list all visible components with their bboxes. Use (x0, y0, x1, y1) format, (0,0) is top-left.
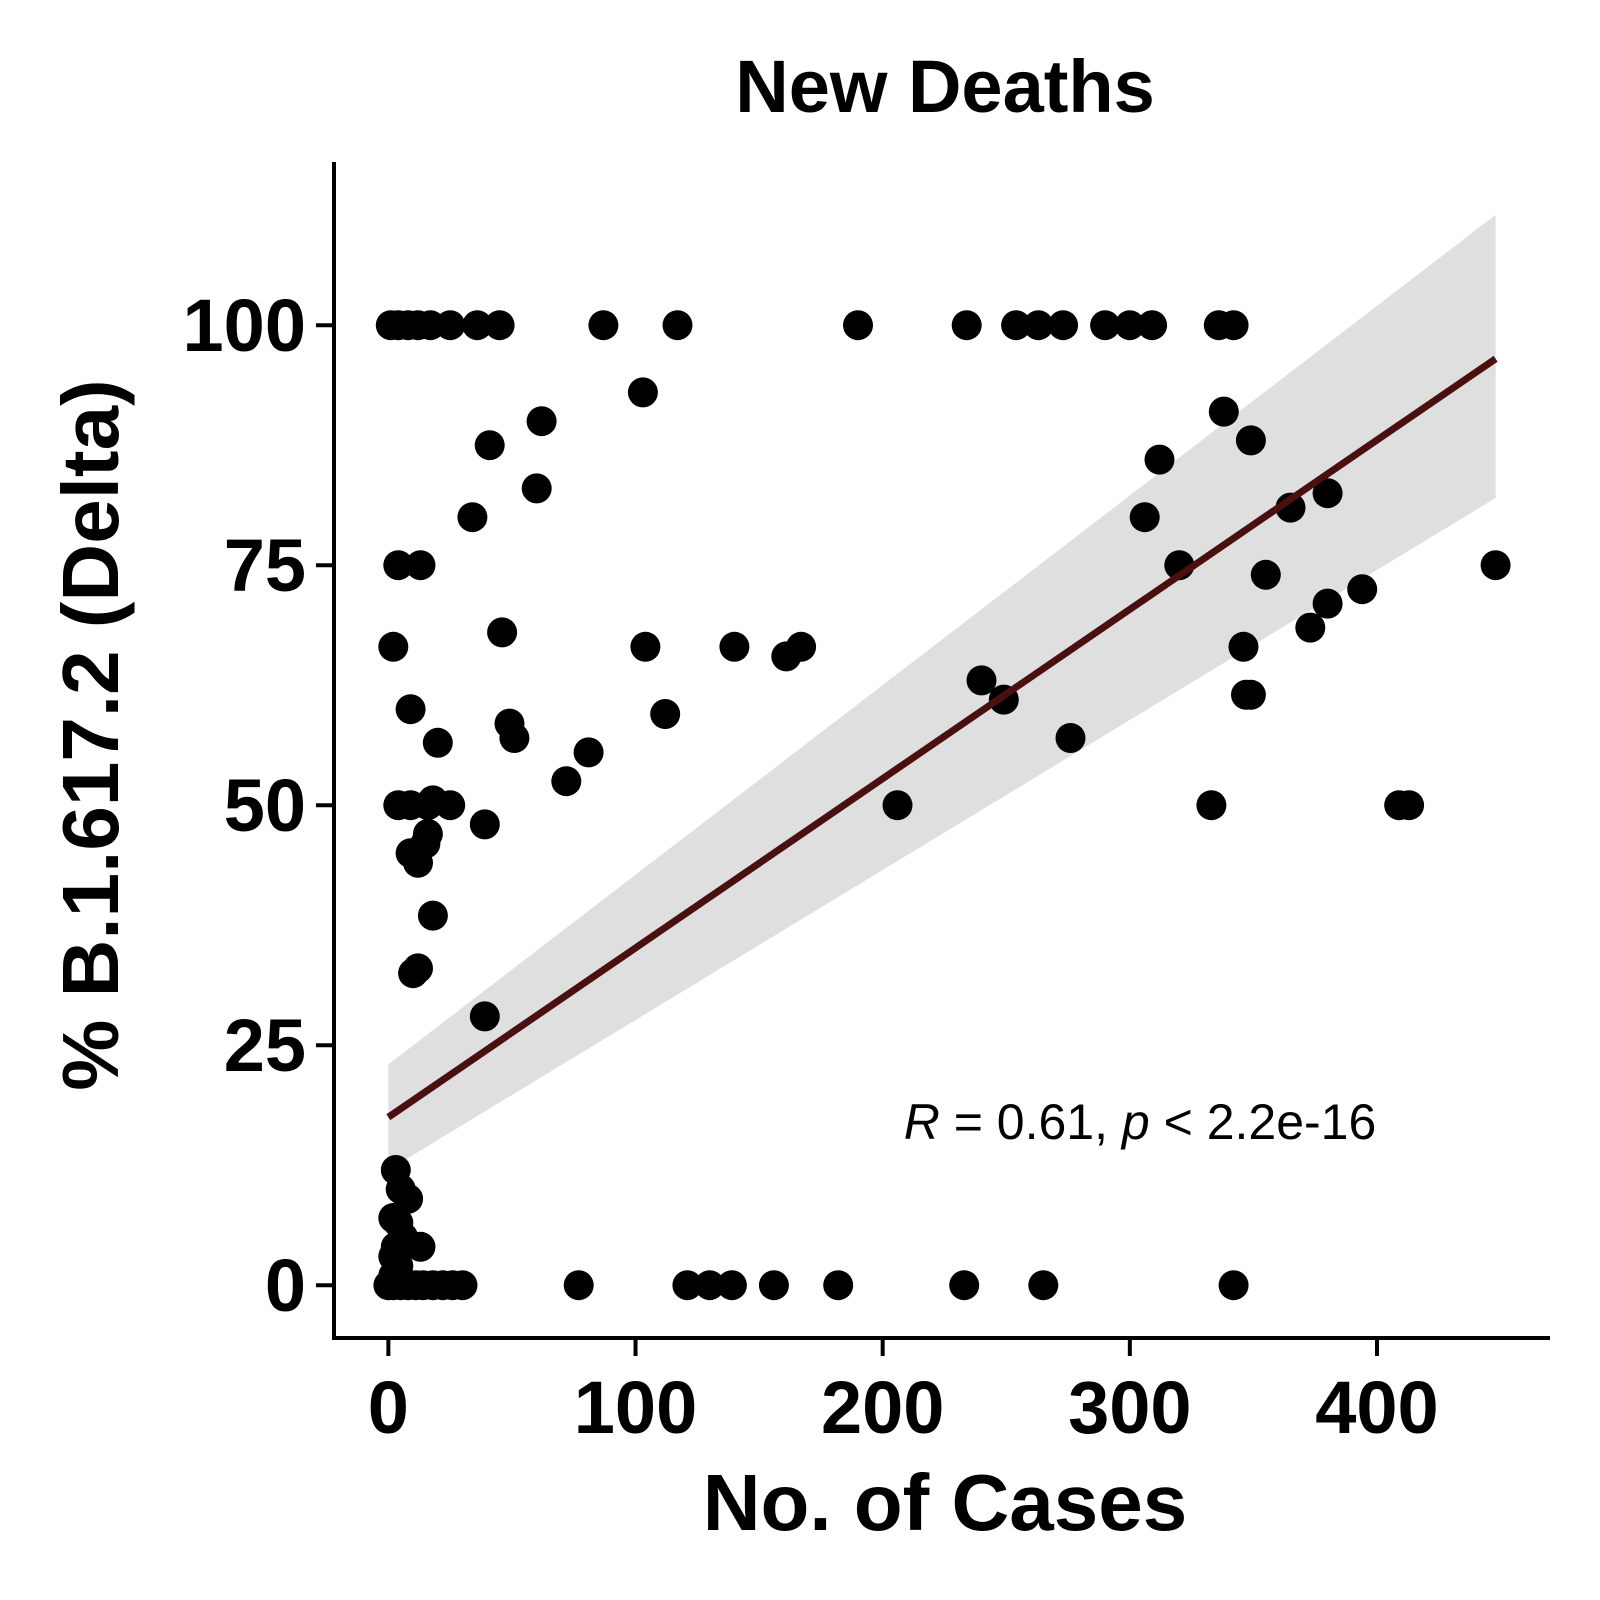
y-tick-label: 25 (224, 1004, 306, 1087)
data-point (1275, 492, 1306, 523)
data-point (563, 1270, 594, 1301)
data-point (951, 310, 982, 341)
p-value-text: < 2.2e-16 (1150, 1094, 1377, 1150)
data-point (1028, 1270, 1059, 1301)
data-point (627, 377, 658, 408)
data-point (1114, 310, 1145, 341)
x-tick-label: 400 (1315, 1366, 1438, 1449)
data-point (422, 727, 453, 758)
data-point (487, 617, 518, 648)
x-axis-title: No. of Cases (703, 1458, 1188, 1547)
data-point (474, 430, 505, 461)
data-point (786, 631, 817, 662)
y-tick-label: 75 (224, 524, 306, 607)
y-axis-title: % B.1.617.2 (Delta) (46, 379, 135, 1090)
data-point (1048, 310, 1079, 341)
data-point (716, 1270, 747, 1301)
axes: 0 25 50 75 100 0 100 200 300 400 (183, 162, 1550, 1449)
data-point (1218, 1270, 1249, 1301)
data-point (405, 1231, 436, 1262)
p-symbol: p (1120, 1094, 1150, 1150)
data-point (551, 766, 582, 797)
regression-line-path (386, 355, 1498, 1121)
data-point (1480, 550, 1511, 581)
data-point (1235, 679, 1266, 710)
data-point (521, 473, 552, 504)
data-point (435, 310, 466, 341)
data-point (966, 665, 997, 696)
data-point (1196, 790, 1227, 821)
data-point (484, 310, 515, 341)
data-point (882, 790, 913, 821)
data-point (843, 310, 873, 341)
data-point (378, 631, 409, 662)
confidence-band (388, 214, 1496, 1171)
x-tick-label: 0 (368, 1366, 409, 1449)
data-point (573, 737, 604, 768)
data-point (1228, 631, 1259, 662)
data-point (469, 1001, 500, 1032)
data-point (1090, 310, 1121, 341)
data-point (1295, 612, 1326, 643)
chart-title: New Deaths (735, 45, 1154, 128)
x-tick-label: 100 (574, 1366, 697, 1449)
data-point (588, 310, 619, 341)
regression-line (386, 355, 1498, 1121)
data-point (462, 310, 493, 341)
data-point (1144, 444, 1175, 475)
data-point (650, 699, 681, 729)
data-point (1312, 588, 1343, 619)
data-point (758, 1270, 789, 1301)
correlation-annotation: R = 0.61, p < 2.2e-16 (904, 1094, 1377, 1150)
data-point (403, 953, 433, 984)
data-point (526, 406, 557, 437)
r-value-text: = 0.61, (940, 1094, 1122, 1150)
data-point (1023, 310, 1054, 341)
data-point (1137, 310, 1168, 341)
data-point (672, 1270, 703, 1301)
data-point (405, 550, 436, 581)
data-point (1208, 396, 1239, 427)
data-point (395, 694, 426, 725)
data-point (457, 502, 488, 533)
y-tick-label: 50 (224, 764, 306, 847)
data-point (1347, 574, 1378, 605)
data-point (1129, 502, 1160, 533)
data-point (447, 1270, 478, 1301)
x-tick-label: 300 (1068, 1366, 1191, 1449)
data-point (694, 1270, 725, 1301)
data-point (435, 790, 466, 821)
data-point (719, 631, 750, 662)
data-point (1312, 478, 1343, 509)
data-point (1394, 790, 1425, 821)
confidence-band-area (388, 214, 1496, 1171)
data-point (1055, 723, 1086, 753)
data-point (383, 550, 414, 581)
data-points (373, 310, 1511, 1301)
x-tick-label: 200 (821, 1366, 944, 1449)
data-point (823, 1270, 854, 1301)
data-point (395, 838, 426, 869)
data-point (949, 1270, 980, 1301)
data-point (1235, 425, 1266, 456)
y-tick-label: 100 (183, 284, 306, 367)
data-point (1001, 310, 1032, 341)
data-point (1218, 310, 1249, 341)
data-point (630, 631, 661, 662)
data-point (417, 900, 448, 931)
r-symbol: R (904, 1094, 940, 1150)
data-point (662, 310, 693, 341)
data-point (469, 809, 500, 840)
y-tick-label: 0 (265, 1244, 306, 1327)
data-point (1250, 559, 1281, 590)
data-point (499, 723, 530, 753)
